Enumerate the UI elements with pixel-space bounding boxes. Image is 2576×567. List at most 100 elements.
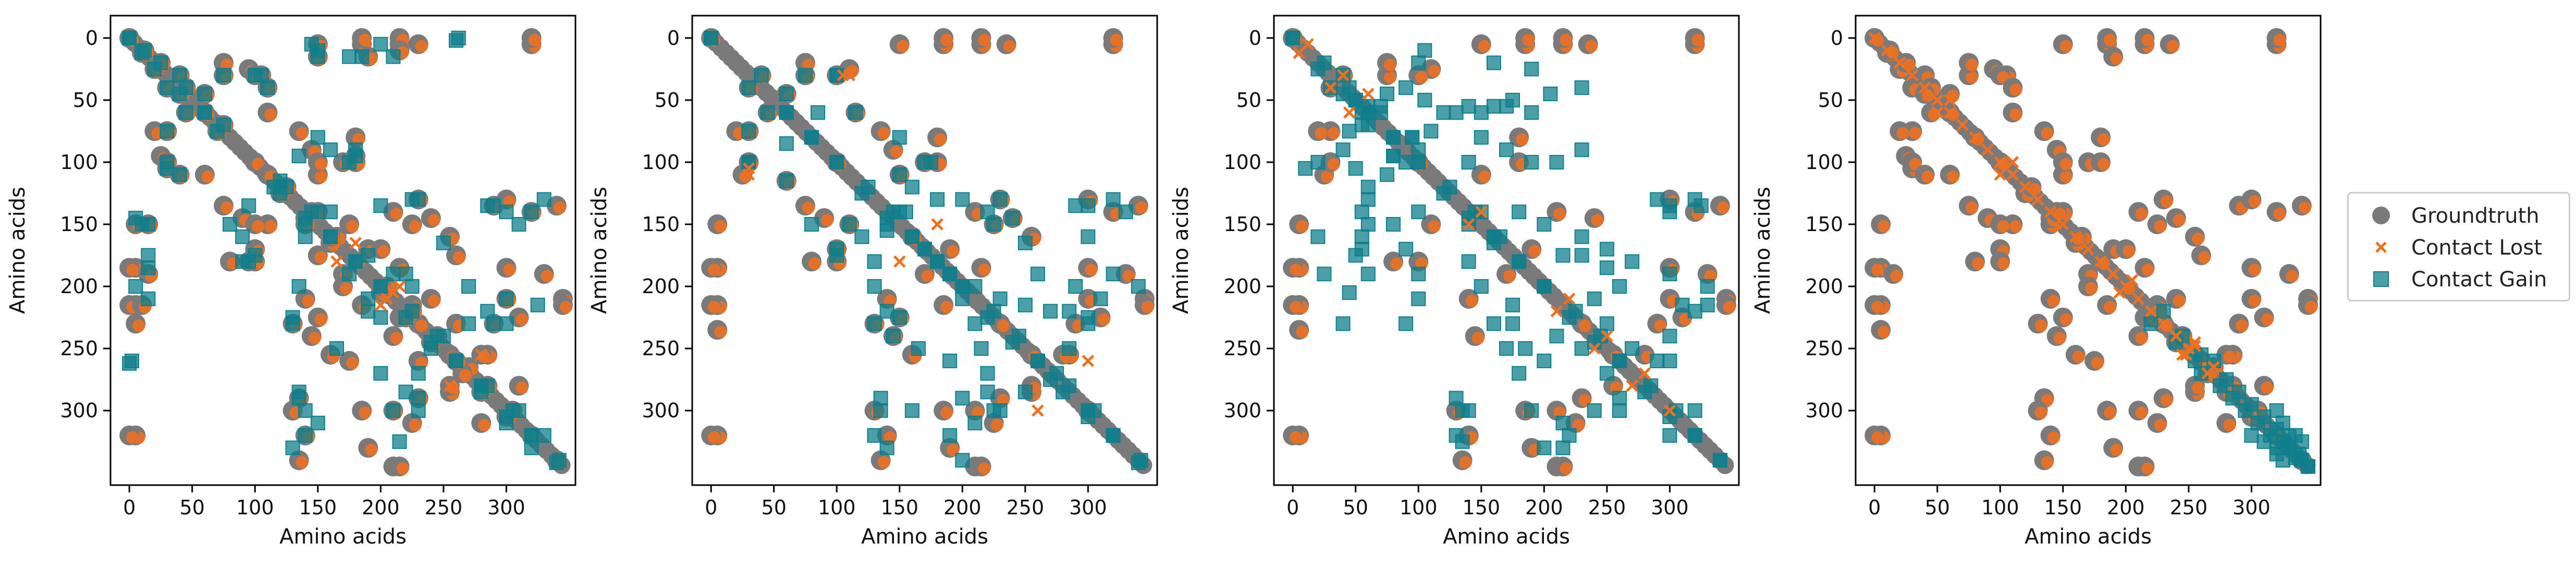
groundtruth-point-highlight	[2110, 52, 2123, 65]
contact-gain-marker-icon	[2373, 271, 2389, 287]
groundtruth-point-highlight	[2059, 158, 2072, 171]
contact-gain-point	[2275, 415, 2290, 430]
x-tick-label: 250	[1007, 496, 1045, 519]
groundtruth-point-highlight	[2047, 431, 2060, 444]
groundtruth-point-highlight	[1965, 201, 1978, 214]
contact-lost-point	[2169, 330, 2182, 343]
contact-gain-point	[1574, 341, 1589, 356]
contact-gain-point	[160, 154, 175, 170]
contact-gain-point	[1625, 341, 1640, 356]
contact-gain-point	[1555, 248, 1571, 263]
groundtruth-point-highlight	[1890, 270, 1903, 283]
groundtruth-point-highlight	[2261, 381, 2274, 394]
contact-gain-point	[404, 279, 420, 294]
groundtruth-point-highlight	[359, 33, 372, 46]
contact-gain-point	[867, 254, 882, 269]
contact-gain-point	[886, 204, 901, 220]
x-tick-label: 200	[943, 496, 982, 519]
groundtruth-point-highlight	[2009, 220, 2022, 233]
groundtruth-point-highlight	[201, 170, 214, 183]
x-tick-label: 150	[1463, 496, 1501, 519]
contact-lost-point	[1868, 32, 1881, 44]
groundtruth-point-highlight	[359, 406, 372, 419]
contact-gain-point	[1342, 285, 1357, 300]
contact-gain-point	[329, 341, 344, 356]
contact-gain-point	[298, 428, 313, 443]
contact-gain-point	[285, 316, 300, 331]
x-tick-label: 50	[762, 496, 787, 519]
contact-lost-point	[1302, 38, 1314, 51]
contact-gain-point	[373, 310, 388, 325]
contact-gain-point	[1131, 279, 1146, 294]
contact-gain-point	[1587, 291, 1602, 306]
contact-gain-point	[892, 167, 907, 182]
contact-gain-point	[361, 248, 376, 263]
contact-gain-point	[373, 198, 388, 213]
contact-gain-point	[1411, 267, 1426, 282]
groundtruth-point-highlight	[1591, 214, 1604, 227]
contact-gain-point	[2156, 304, 2171, 319]
y-axis-label: Amino acids	[587, 187, 611, 314]
contact-gain-point	[1687, 403, 1702, 418]
contact-gain-point	[904, 179, 919, 195]
contact-map-panel-2: 0 50 100 150 200 250 300 0 50 100 150 200 250 300 Amin…	[587, 15, 1158, 549]
contact-gain-point	[1411, 291, 1426, 306]
contact-gain-point	[873, 391, 888, 406]
contact-gain-point	[886, 329, 901, 344]
contact-gain-point	[2256, 434, 2272, 449]
contact-gain-point	[879, 304, 894, 319]
contact-gain-point	[141, 248, 156, 263]
contact-gain-point	[1411, 154, 1426, 170]
contact-lost-point	[381, 293, 394, 305]
contact-gain-point	[904, 229, 919, 244]
contact-lost-point	[2069, 231, 2082, 243]
groundtruth-point-highlight	[808, 257, 821, 270]
groundtruth-point-highlight	[2041, 127, 2054, 140]
contact-lost-point	[1931, 94, 1944, 106]
contact-gain-point	[354, 49, 370, 64]
groundtruth-point-highlight	[1465, 294, 1478, 307]
contact-gain-point	[499, 291, 514, 306]
contact-gain-point	[2269, 403, 2284, 418]
y-tick-label: 200	[60, 275, 98, 298]
groundtruth-point-highlight	[1578, 319, 1591, 332]
y-tick-label: 200	[1805, 275, 1843, 298]
contact-gain-point	[486, 198, 501, 213]
contact-gain-point	[1373, 99, 1388, 114]
axes-frame	[691, 15, 1158, 486]
contact-lost-point	[2057, 218, 2069, 231]
groundtruth-point-highlight	[296, 127, 309, 140]
contact-gain-point	[1399, 80, 1414, 95]
contact-gain-point	[1310, 229, 1326, 244]
groundtruth-point-highlight	[1097, 313, 1110, 326]
groundtruth-point-highlight	[1921, 170, 1934, 183]
groundtruth-point-highlight	[1478, 40, 1491, 53]
groundtruth-point-highlight	[308, 332, 321, 345]
contact-gain-point	[1675, 297, 1690, 312]
contact-gain-point	[955, 291, 970, 306]
contact-gain-point	[1474, 105, 1489, 120]
contact-lost-point	[1563, 293, 1576, 305]
contact-gain-point	[1662, 353, 1677, 368]
chart-legend: Groundtruth Contact Lost Contact Gain	[2347, 192, 2570, 301]
contact-gain-point	[1285, 30, 1301, 45]
groundtruth-marker-icon	[2372, 207, 2390, 224]
y-tick-label: 50	[1236, 89, 1261, 112]
groundtruth-point-highlight	[1871, 300, 1884, 313]
contact-gain-point	[741, 154, 756, 170]
plot-area	[701, 28, 1155, 477]
contact-gain-point	[1342, 124, 1357, 139]
x-axis-label: Amino acids	[1443, 525, 1570, 549]
contact-gain-point	[1017, 297, 1033, 312]
y-tick-label: 150	[1805, 213, 1843, 236]
x-tick-label: 100	[818, 496, 856, 519]
groundtruth-point-highlight	[708, 431, 721, 444]
contact-gain-point	[1505, 297, 1520, 312]
contact-gain-point	[955, 279, 970, 294]
contact-gain-point	[1555, 440, 1571, 455]
contact-gain-point	[310, 130, 325, 145]
contact-gain-point	[1574, 80, 1589, 95]
x-tick-label: 250	[2170, 496, 2208, 519]
groundtruth-point-highlight	[346, 356, 359, 369]
